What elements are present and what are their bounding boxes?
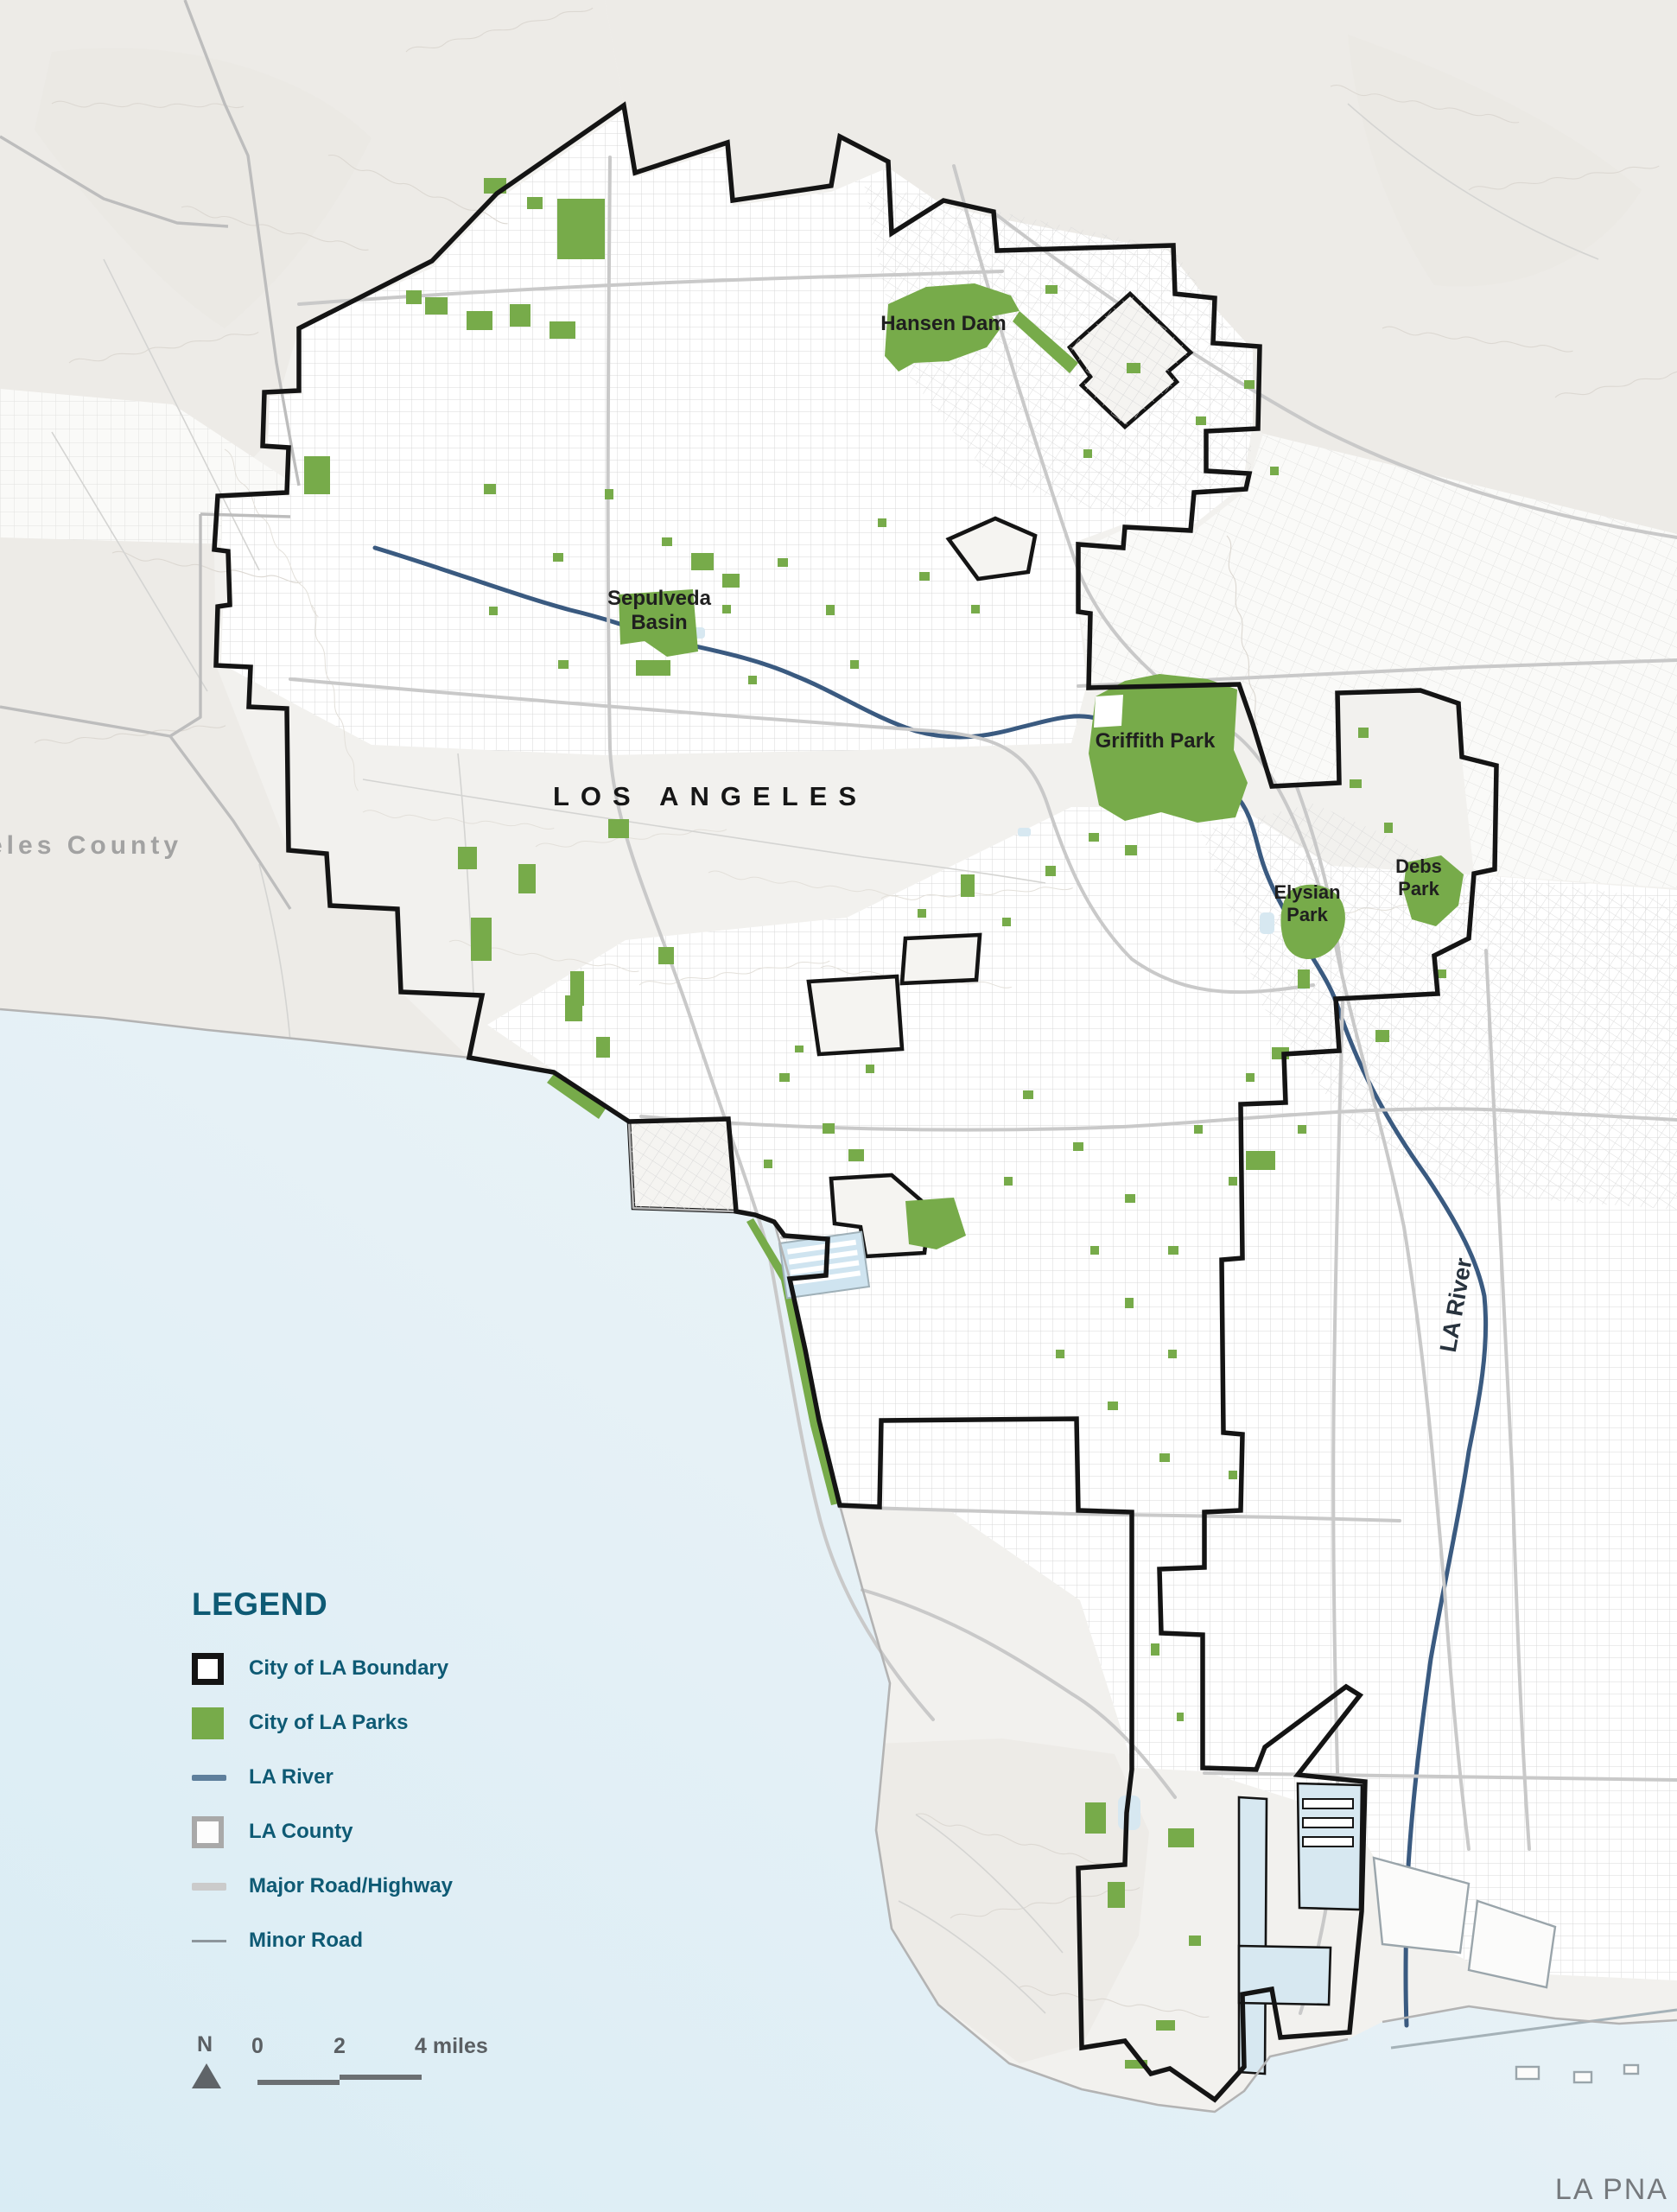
minor-road-swatch-icon [192, 1939, 226, 1942]
major-road-swatch-icon [192, 1882, 226, 1891]
los-angeles-label: LOS ANGELES [553, 781, 867, 811]
city-of-la-boundary [212, 101, 1499, 2103]
scale-tick-4-miles: 4 miles [415, 2034, 488, 2058]
county-swatch-icon [192, 1815, 226, 1848]
legend-item-city-parks: City of LA Parks [192, 1707, 453, 1739]
legend: LEGEND City of LA Boundary City of LA Pa… [192, 1586, 453, 1957]
elysian-park-label-line1: Elysian [1274, 881, 1340, 903]
legend-item-la-river: LA River [192, 1761, 453, 1794]
legend-item-label: City of LA Boundary [249, 1656, 449, 1680]
legend-item-city-boundary: City of LA Boundary [192, 1652, 453, 1685]
legend-item-label: City of LA Parks [249, 1711, 409, 1734]
county-enclaves [626, 290, 1194, 1259]
legend-item-la-county: LA County [192, 1815, 453, 1848]
attribution: LA PNA [1554, 2173, 1668, 2206]
sepulveda-basin-label-line1: Sepulveda [607, 587, 712, 610]
county-label: eles County [0, 831, 182, 860]
legend-item-major-road: Major Road/Highway [192, 1870, 453, 1903]
legend-item-minor-road: Minor Road [192, 1924, 453, 1957]
scale-tick-2: 2 [333, 2034, 346, 2058]
legend-item-label: Major Road/Highway [249, 1874, 454, 1897]
scale-bar-segment-2 [340, 2075, 422, 2080]
scale-tick-0: 0 [251, 2034, 264, 2058]
legend-item-label: LA River [249, 1765, 333, 1789]
debs-park-label-line2: Park [1398, 878, 1439, 899]
parks-swatch-icon [192, 1707, 226, 1739]
parks-layer [304, 178, 1464, 2069]
ocean [0, 1009, 1677, 2212]
county-boundary-lines [0, 0, 301, 910]
sepulveda-basin-label-line2: Basin [631, 611, 687, 634]
scale-bar-segment-1 [257, 2080, 340, 2085]
griffith-park-label: Griffith Park [1096, 729, 1216, 753]
debs-park-label-line1: Debs [1395, 855, 1442, 877]
scale-bar: N 0 2 4 miles [192, 2032, 555, 2110]
major-roads-layer [289, 156, 1677, 2015]
legend-item-label: Minor Road [249, 1929, 363, 1952]
legend-title: LEGEND [192, 1586, 328, 1622]
north-arrow-icon [192, 2063, 221, 2088]
legend-item-label: LA County [249, 1820, 353, 1843]
north-label: N [197, 2032, 213, 2056]
river-swatch-icon [192, 1774, 226, 1781]
boundary-swatch-icon [192, 1652, 226, 1685]
hansen-dam-label: Hansen Dam [880, 312, 1006, 335]
legend-items: City of LA Boundary City of LA Parks LA … [192, 1652, 453, 1957]
elysian-park-label-line2: Park [1286, 904, 1328, 925]
